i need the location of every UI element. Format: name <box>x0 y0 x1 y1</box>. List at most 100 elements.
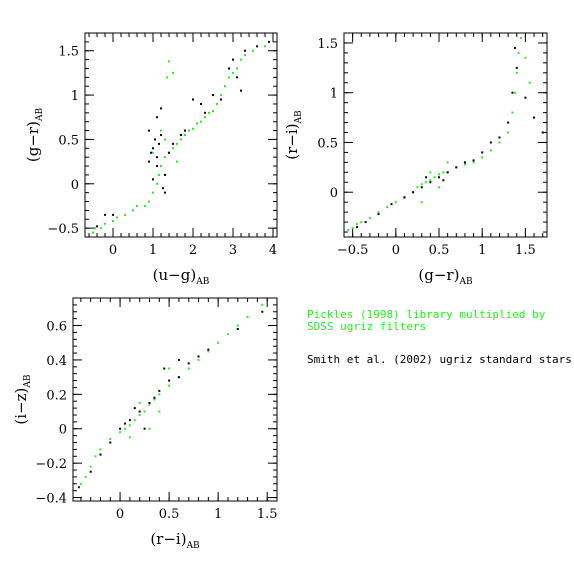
data-point <box>143 427 146 430</box>
data-point <box>220 98 222 101</box>
data-point <box>84 475 87 478</box>
data-point <box>524 56 527 59</box>
data-point <box>160 165 162 168</box>
data-point <box>355 226 358 229</box>
data-point <box>160 107 162 110</box>
data-point <box>154 138 156 141</box>
data-point <box>136 204 138 207</box>
legend-pickles-line2: SDSS ugriz filters <box>307 320 426 333</box>
x-axis-label: (g−r)AB <box>418 266 473 287</box>
series-pickles <box>79 303 264 485</box>
data-point <box>158 142 160 145</box>
x-axis-label: (r−i)AB <box>150 530 200 551</box>
data-point <box>507 121 510 124</box>
data-point <box>166 76 168 79</box>
data-point <box>416 186 419 189</box>
data-point <box>128 436 131 439</box>
data-point <box>212 94 214 97</box>
panel-ri-vs-gr: −0.5 0 0.5 1 1.5 0 0.5 1 1.5 (g−r)AB (r−i)AB <box>283 32 548 287</box>
data-point <box>119 427 122 430</box>
data-point <box>196 122 198 125</box>
data-point <box>158 393 161 396</box>
data-point <box>200 120 202 123</box>
data-point <box>168 384 171 387</box>
data-point <box>156 182 158 185</box>
data-point <box>481 156 484 159</box>
data-point <box>216 102 218 105</box>
data-point <box>148 401 151 404</box>
data-point <box>143 410 146 413</box>
data-point <box>158 173 160 176</box>
data-point <box>240 89 242 92</box>
data-point <box>438 186 441 189</box>
data-point <box>541 131 544 134</box>
data-point <box>217 341 220 344</box>
panel-gr-vs-ug: 0 1 2 3 4 −0.5 0 0.5 1 1.5 (u−g)AB (g−r)AB <box>24 32 278 287</box>
data-point <box>256 45 258 48</box>
data-point <box>172 142 174 145</box>
data-point <box>160 129 162 132</box>
y-tick-label: 1 <box>71 89 79 104</box>
data-point <box>152 147 154 150</box>
data-point <box>180 134 182 136</box>
x-tick-label: 1 <box>149 243 157 258</box>
x-tick-label: 0.5 <box>429 243 450 258</box>
data-point <box>168 379 171 382</box>
data-point <box>228 67 230 70</box>
data-point <box>138 413 141 416</box>
series-smith <box>77 310 264 489</box>
panel-iz-vs-ri: 0 0.5 1 1.5 −0.4 −0.2 0 0.2 0.4 0.6 (r−i)AB (i−z)AB <box>12 297 278 551</box>
data-point <box>188 129 190 132</box>
data-point <box>104 213 106 216</box>
y-tick-label: −0.4 <box>35 492 67 507</box>
y-tick-label: 0.4 <box>46 354 67 369</box>
data-point <box>403 196 406 199</box>
data-point <box>412 191 415 194</box>
data-point <box>156 156 158 159</box>
data-point <box>133 407 136 410</box>
data-point <box>232 71 234 74</box>
data-point <box>368 217 371 220</box>
data-point <box>514 46 517 49</box>
data-point <box>187 367 190 370</box>
y-axis-label: (r−i)AB <box>283 110 304 160</box>
x-axis-label: (u−g)AB <box>153 266 210 287</box>
data-point <box>438 176 441 179</box>
data-point <box>176 142 178 145</box>
data-point <box>236 327 239 330</box>
x-tick-label: 3 <box>229 243 237 258</box>
data-point <box>128 419 131 422</box>
data-point <box>112 220 114 223</box>
y-tick-label: 1.5 <box>58 45 79 60</box>
data-point <box>520 36 523 39</box>
data-point <box>109 441 112 444</box>
x-tick-label: 1.5 <box>515 243 536 258</box>
x-tick-label: 0 <box>116 507 124 522</box>
data-point <box>162 187 164 190</box>
data-point <box>228 76 230 79</box>
data-point <box>224 85 226 88</box>
data-point <box>446 171 449 174</box>
data-point <box>109 438 112 441</box>
data-point <box>515 71 518 74</box>
data-point <box>261 310 264 313</box>
data-point <box>429 181 432 184</box>
data-point <box>168 60 170 63</box>
data-point <box>489 141 492 144</box>
series-smith <box>355 46 544 229</box>
data-point <box>132 209 134 212</box>
data-point <box>204 116 206 119</box>
data-point <box>150 151 152 154</box>
data-point <box>220 94 222 97</box>
series-pickles <box>92 45 266 234</box>
data-point <box>528 81 531 84</box>
x-tick-label: 0 <box>109 243 117 258</box>
data-point <box>89 470 92 473</box>
data-point <box>112 213 114 216</box>
data-point <box>232 58 234 61</box>
data-point <box>463 161 466 164</box>
legend: Pickles (1998) library multiplied by SDS… <box>307 308 572 366</box>
y-tick-label: 1.5 <box>317 37 338 52</box>
data-point <box>481 151 484 154</box>
data-point <box>144 204 146 207</box>
